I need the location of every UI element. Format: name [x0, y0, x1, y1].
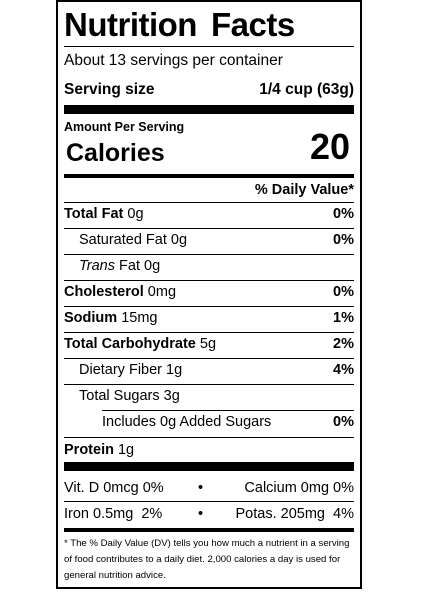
nutrient-suffix: Fat — [119, 258, 140, 274]
nutrient-dv: 2% — [333, 336, 354, 352]
daily-value-header-row: % Daily Value* — [64, 179, 354, 203]
nutrient-amount: 0g — [144, 258, 161, 274]
vitamin-left: Iron 0.5mg 2% — [64, 506, 163, 522]
nutrient-amount: 0mg — [147, 284, 177, 300]
servings-per-container: About 13 servings per container — [64, 52, 283, 69]
medium-divider — [64, 528, 354, 532]
nutrient-name: Total Fat — [64, 206, 124, 222]
nutrient-row-trans-fat: Trans Fat 0g — [64, 255, 354, 281]
row-divider — [64, 280, 354, 281]
vitamin-right: Calcium 0mg 0% — [244, 480, 354, 496]
panel-title: Nutrition Facts — [64, 6, 295, 44]
row-divider — [64, 228, 354, 229]
thick-divider — [64, 462, 354, 471]
row-divider — [64, 501, 354, 502]
nutrient-name: Protein — [64, 442, 114, 458]
vitamin-right: Potas. 205mg 4% — [235, 506, 355, 522]
bullet-separator: • — [198, 480, 204, 496]
title-word-1: Nutrition — [64, 6, 197, 43]
row-divider — [102, 410, 354, 411]
nutrient-name: Total Carbohydrate — [64, 336, 196, 352]
nutrient-name: Sodium — [64, 310, 118, 326]
divider — [64, 46, 354, 47]
nutrient-name: Total Sugars — [79, 388, 160, 404]
title-word-2: Facts — [210, 6, 295, 43]
row-divider — [64, 202, 354, 203]
nutrient-row-sodium: Sodium 15mg 1% — [64, 307, 354, 333]
bullet-separator: • — [198, 506, 204, 522]
nutrient-amount: 0g — [127, 206, 144, 222]
serving-size-value: 1/4 cup (63g) — [259, 81, 354, 98]
row-divider — [64, 384, 354, 385]
nutrient-row-total-fat: Total Fat 0g 0% — [64, 203, 354, 229]
row-divider — [64, 254, 354, 255]
vitamin-left: Vit. D 0mcg 0% — [64, 480, 164, 496]
row-divider — [64, 332, 354, 333]
nutrient-row-saturated-fat: Saturated Fat 0g 0% — [64, 229, 354, 255]
daily-value-header: % Daily Value* — [254, 182, 354, 198]
nutrient-row-total-sugars: Total Sugars 3g — [64, 385, 354, 411]
row-divider — [64, 306, 354, 307]
nutrient-name: Dietary Fiber — [79, 362, 162, 378]
footnote: * The % Daily Value (DV) tells you how m… — [64, 538, 350, 581]
amount-per-serving: Amount Per Serving — [64, 120, 185, 134]
nutrient-amount: 1g — [117, 442, 135, 458]
serving-size-label: Serving size — [64, 81, 155, 98]
nutrient-row-cholesterol: Cholesterol 0mg 0% — [64, 281, 354, 307]
nutrient-amount: 15mg — [121, 310, 158, 326]
vitamin-row: Vit. D 0mcg 0% • Calcium 0mg 0% — [64, 476, 354, 502]
row-divider — [64, 358, 354, 359]
nutrient-name: Includes 0g Added Sugars — [102, 414, 272, 430]
nutrient-dv: 0% — [333, 284, 354, 300]
row-divider — [64, 437, 354, 438]
nutrient-row-total-carbohydrate: Total Carbohydrate 5g 2% — [64, 333, 354, 359]
nutrient-name: Trans — [79, 258, 115, 274]
nutrient-dv: 0% — [333, 206, 354, 222]
nutrient-row-dietary-fiber: Dietary Fiber 1g 4% — [64, 359, 354, 385]
nutrient-amount: 5g — [199, 336, 217, 352]
nutrient-amount: 3g — [163, 388, 180, 404]
nutrient-dv: 0% — [333, 414, 354, 430]
nutrient-name: Saturated Fat — [79, 232, 167, 248]
calories-value: 20 — [309, 126, 350, 167]
nutrient-row-added-sugars: Includes 0g Added Sugars 0% — [64, 411, 354, 438]
nutrient-dv: 0% — [333, 232, 354, 248]
medium-divider — [64, 174, 354, 178]
nutrient-dv: 1% — [333, 310, 354, 326]
nutrient-amount: 0g — [170, 232, 188, 248]
nutrient-dv: 4% — [333, 362, 354, 378]
nutrient-name: Cholesterol — [64, 284, 144, 300]
nutrient-amount: 1g — [166, 362, 183, 378]
nutrition-facts-panel: Nutrition Facts About 13 servings per con… — [56, 0, 362, 589]
vitamin-row: Iron 0.5mg 2% • Potas. 205mg 4% — [64, 502, 354, 528]
nutrient-row-protein: Protein 1g — [64, 439, 354, 461]
thick-divider — [64, 105, 354, 114]
calories-label: Calories — [66, 139, 165, 167]
